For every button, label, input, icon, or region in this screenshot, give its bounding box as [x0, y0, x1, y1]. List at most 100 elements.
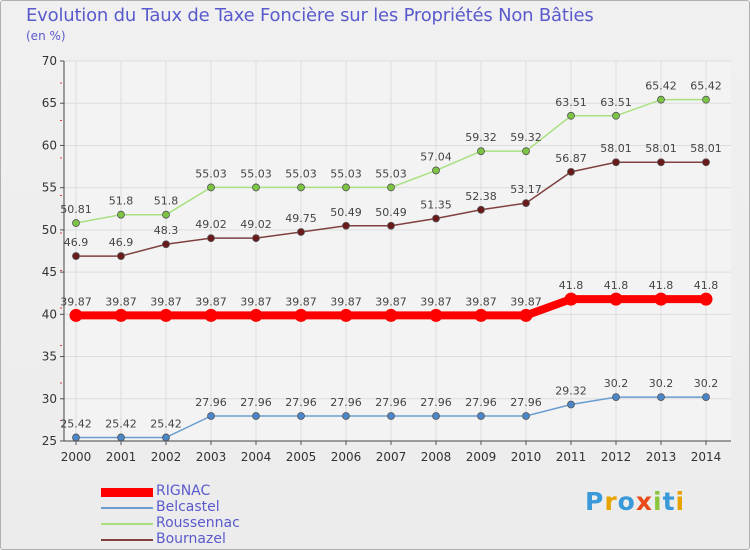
data-point [432, 412, 440, 420]
y-tick-label: 40 [42, 307, 57, 321]
unit-label: (en %) [26, 29, 66, 43]
x-tick-label: 2001 [106, 450, 137, 464]
data-point [342, 183, 350, 192]
data-point [564, 292, 578, 306]
legend-label: Belcastel [156, 499, 220, 515]
data-label: 56.87 [555, 152, 587, 165]
data-label: 30.2 [604, 377, 629, 390]
x-tick-label: 2002 [151, 450, 182, 464]
data-point [117, 210, 125, 219]
data-label: 46.9 [64, 236, 89, 249]
x-tick-label: 2003 [196, 450, 227, 464]
data-label: 51.8 [109, 195, 134, 208]
logo-letter: o [617, 487, 636, 516]
data-label: 39.87 [420, 295, 452, 308]
data-label: 58.01 [600, 142, 632, 155]
y-tick-label: 60 [42, 138, 57, 152]
data-label: 27.96 [195, 396, 227, 409]
data-label: 30.2 [649, 377, 674, 390]
data-label: 63.51 [600, 96, 632, 109]
data-point [339, 308, 353, 322]
x-tick-label: 2013 [646, 450, 677, 464]
data-label: 55.03 [375, 167, 407, 180]
data-point [522, 199, 530, 208]
data-point [207, 183, 215, 192]
y-tick-label: 35 [42, 350, 57, 364]
data-label: 27.96 [240, 396, 272, 409]
data-label: 29.32 [555, 385, 587, 398]
data-label: 51.8 [154, 195, 179, 208]
data-point [522, 147, 530, 156]
x-tick-label: 2008 [421, 450, 452, 464]
data-point [162, 433, 170, 442]
y-tick-label: 25 [42, 434, 57, 448]
data-point [207, 234, 215, 243]
data-point [477, 147, 485, 156]
data-label: 50.81 [60, 203, 92, 216]
data-label: 39.87 [330, 295, 362, 308]
data-label: 65.42 [645, 80, 677, 93]
data-point [429, 308, 443, 322]
data-point [567, 400, 575, 409]
logo-letter: r [604, 487, 618, 516]
data-label: 27.96 [420, 396, 452, 409]
data-label: 50.49 [375, 206, 407, 219]
series-bournazel: 46.9 46.9 48.3 49.02 49.02 49.75 50.49 50.49 51.… [64, 142, 722, 260]
data-point [387, 183, 395, 192]
data-label: 65.42 [690, 80, 722, 93]
data-label: 39.87 [510, 295, 542, 308]
data-point [297, 412, 305, 420]
logo-letter: t [662, 487, 676, 516]
data-label: 49.75 [285, 212, 317, 225]
data-point [432, 214, 440, 223]
data-label: 49.02 [195, 218, 227, 231]
data-point [699, 292, 713, 306]
data-label: 27.96 [510, 396, 542, 409]
data-label: 27.96 [465, 396, 497, 409]
y-tick-label: 70 [42, 54, 57, 68]
data-label: 25.42 [150, 417, 182, 430]
data-label: 41.8 [694, 279, 719, 292]
logo-letter: x [635, 487, 653, 516]
legend-swatch [101, 539, 153, 541]
data-label: 63.51 [555, 96, 587, 109]
data-point [609, 292, 623, 306]
data-point [297, 183, 305, 192]
data-point [117, 252, 125, 260]
data-label: 41.8 [604, 279, 629, 292]
data-label: 39.87 [195, 295, 227, 308]
data-point [342, 412, 350, 420]
data-label: 53.17 [510, 183, 542, 196]
data-point [342, 221, 350, 230]
x-tick-label: 2005 [286, 450, 317, 464]
data-label: 50.49 [330, 206, 362, 219]
data-point [702, 158, 710, 167]
data-point [384, 308, 398, 322]
data-point [294, 308, 308, 322]
data-label: 59.32 [465, 131, 497, 144]
data-point [657, 95, 665, 104]
data-point [657, 158, 665, 167]
logo-letter: i [653, 487, 663, 516]
legend-swatch [101, 523, 153, 525]
data-point [159, 308, 173, 322]
legend-label: Roussennac [156, 515, 240, 531]
data-point [567, 167, 575, 176]
data-point [207, 412, 215, 420]
proxiti-logo: Proxiti [585, 487, 685, 516]
data-point [114, 308, 128, 322]
x-tick-label: 2000 [61, 450, 92, 464]
data-label: 25.42 [60, 417, 92, 430]
data-point [252, 234, 260, 243]
x-tick-label: 2010 [511, 450, 542, 464]
series-belcastel: 25.42 25.42 25.42 27.96 27.96 27.96 27.96 27.96… [60, 377, 718, 442]
series-roussennac: 50.81 51.8 51.8 55.03 55.03 55.03 55.03 55.03 57… [60, 80, 722, 227]
series-rignac: 39.87 39.87 39.87 39.87 39.87 39.87 39.87 39.87… [60, 279, 718, 322]
data-point [117, 433, 125, 442]
data-point [567, 111, 575, 120]
data-point [474, 308, 488, 322]
data-point [477, 412, 485, 420]
data-label: 39.87 [465, 295, 497, 308]
data-point [249, 308, 263, 322]
